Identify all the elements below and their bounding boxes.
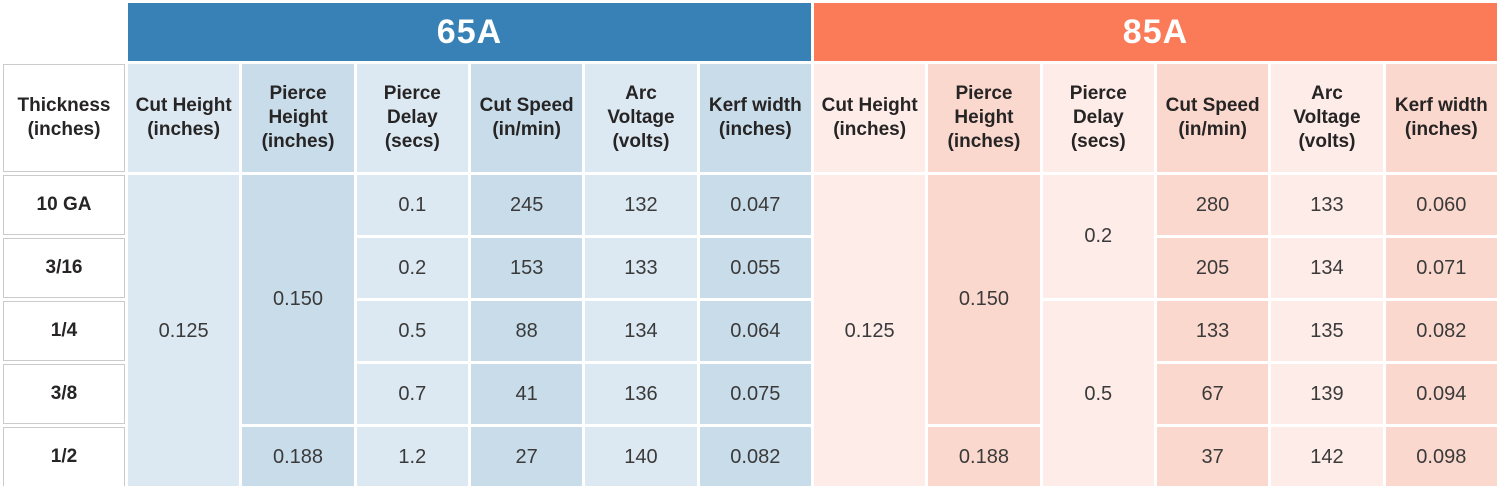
cell-85a-cut-speed-1-4: 133 [1156,301,1269,361]
cell-65a-kerf-width-1-4: 0.064 [699,301,811,361]
cell-85a-kerf-width-1-4: 0.082 [1385,301,1497,361]
cell-65a-pierce-delay-3-16: 0.2 [356,238,468,298]
cell-85a-kerf-width-10ga: 0.060 [1385,175,1497,235]
cell-85a-cut-speed-3-16: 205 [1156,238,1269,298]
cell-65a-pierce-delay-10ga: 0.1 [356,175,468,235]
col-header-65a-kerf-width: Kerf width (inches) [699,64,811,172]
col-header-85a-kerf-width: Kerf width (inches) [1385,64,1497,172]
col-header-85a-cut-speed: Cut Speed (in/min) [1156,64,1269,172]
cell-85a-pierce-delay-top: 0.2 [1042,175,1154,298]
cell-65a-pierce-delay-1-2: 1.2 [356,427,468,486]
cell-85a-cut-speed-3-8: 67 [1156,364,1269,424]
cell-85a-arc-voltage-1-4: 135 [1271,301,1383,361]
cell-65a-cut-speed-3-16: 153 [470,238,583,298]
cell-85a-pierce-delay-bottom: 0.5 [1042,301,1154,486]
cell-65a-pierce-delay-1-4: 0.5 [356,301,468,361]
cell-85a-arc-voltage-3-16: 134 [1271,238,1383,298]
row-header-1-4: 1/4 [3,301,125,361]
cell-65a-cut-speed-10ga: 245 [470,175,583,235]
row-header-3-16: 3/16 [3,238,125,298]
amperage-band-row: 65A 85A [3,3,1497,61]
col-header-65a-cut-height: Cut Height (inches) [128,64,240,172]
col-header-85a-arc-voltage: Arc Voltage (volts) [1271,64,1383,172]
col-header-65a-arc-voltage: Arc Voltage (volts) [585,64,697,172]
cell-65a-arc-voltage-10ga: 132 [585,175,697,235]
col-header-85a-pierce-height: Pierce Height (inches) [928,64,1040,172]
column-header-row: Thickness (inches) Cut Height (inches) P… [3,64,1497,172]
col-header-65a-cut-speed: Cut Speed (in/min) [470,64,583,172]
cell-65a-cut-speed-1-2: 27 [470,427,583,486]
row-header-3-8: 3/8 [3,364,125,424]
cell-65a-arc-voltage-1-2: 140 [585,427,697,486]
group-header-65a: 65A [128,3,811,61]
cell-85a-arc-voltage-3-8: 139 [1271,364,1383,424]
cell-85a-cut-height: 0.125 [813,175,926,486]
row-1-2: 1/2 0.188 1.2 27 140 0.082 0.188 37 142 … [3,427,1497,486]
cell-85a-pierce-height-bottom: 0.188 [928,427,1040,486]
cell-85a-kerf-width-3-8: 0.094 [1385,364,1497,424]
cell-65a-kerf-width-3-16: 0.055 [699,238,811,298]
row-10ga: 10 GA 0.125 0.150 0.1 245 132 0.047 0.12… [3,175,1497,486]
cell-65a-kerf-width-1-2: 0.082 [699,427,811,486]
group-header-85a: 85A [813,3,1497,61]
col-header-65a-pierce-height: Pierce Height (inches) [242,64,354,172]
cell-85a-cut-speed-10ga: 280 [1156,175,1269,235]
cell-65a-pierce-height-bottom: 0.188 [242,427,354,486]
cell-85a-kerf-width-3-16: 0.071 [1385,238,1497,298]
cell-65a-arc-voltage-1-4: 134 [585,301,697,361]
cell-65a-arc-voltage-3-8: 136 [585,364,697,424]
corner-spacer [3,3,125,61]
row-1-4: 1/4 0.5 88 134 0.064 0.5 133 135 0.082 [3,301,1497,486]
cell-65a-kerf-width-3-8: 0.075 [699,364,811,424]
cell-65a-arc-voltage-3-16: 133 [585,238,697,298]
thickness-column-header: Thickness (inches) [3,64,125,172]
cell-65a-pierce-delay-3-8: 0.7 [356,364,468,424]
cell-85a-cut-speed-1-2: 37 [1156,427,1269,486]
cell-65a-cut-speed-1-4: 88 [470,301,583,361]
row-header-1-2: 1/2 [3,427,125,486]
cell-65a-cut-height: 0.125 [128,175,240,486]
cell-85a-arc-voltage-1-2: 142 [1271,427,1383,486]
cell-65a-cut-speed-3-8: 41 [470,364,583,424]
col-header-85a-cut-height: Cut Height (inches) [813,64,926,172]
row-header-10ga: 10 GA [3,175,125,235]
cell-85a-pierce-height-top: 0.150 [928,175,1040,424]
cell-65a-pierce-height-top: 0.150 [242,175,354,424]
cell-65a-kerf-width-10ga: 0.047 [699,175,811,235]
cell-85a-kerf-width-1-2: 0.098 [1385,427,1497,486]
col-header-65a-pierce-delay: Pierce Delay (secs) [356,64,468,172]
row-3-16: 3/16 0.2 153 133 0.055 205 134 0.071 [3,238,1497,298]
row-3-8: 3/8 0.7 41 136 0.075 67 139 0.094 [3,364,1497,424]
col-header-85a-pierce-delay: Pierce Delay (secs) [1042,64,1154,172]
cell-85a-arc-voltage-10ga: 133 [1271,175,1383,235]
